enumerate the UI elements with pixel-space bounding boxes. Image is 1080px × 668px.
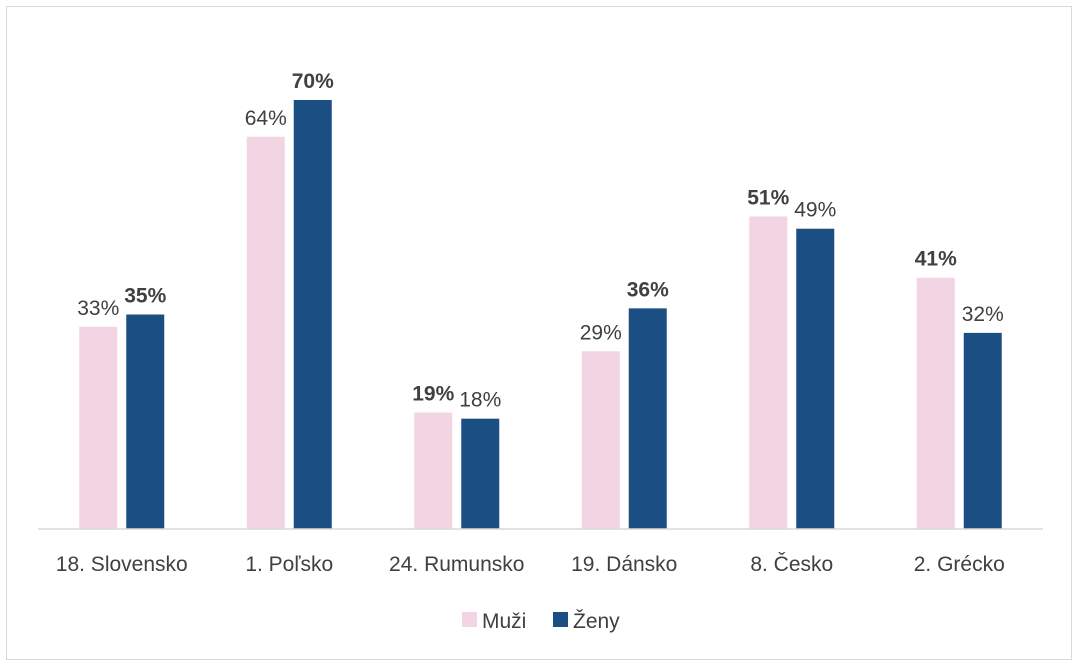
bar-zeny-0 (126, 314, 165, 529)
legend-label-muzi: Muži (482, 610, 526, 633)
data-label-zeny-3: 36% (627, 278, 669, 301)
category-label-3: 19. Dánsko (571, 553, 677, 576)
bars-group (79, 100, 1002, 529)
category-labels-group: 18. Slovensko 1. Poľsko 24. Rumunsko 19. Dá… (56, 553, 1005, 576)
data-label-muzi-3: 29% (580, 321, 622, 344)
category-label-2: 24. Rumunsko (389, 553, 524, 576)
data-label-zeny-5: 32% (962, 303, 1004, 326)
legend-label-zeny: Ženy (573, 610, 620, 633)
bar-muzi-4 (749, 216, 788, 529)
data-label-muzi-5: 41% (915, 248, 957, 271)
bar-muzi-2 (414, 412, 453, 529)
data-label-zeny-0: 35% (124, 285, 166, 308)
legend: Muži Ženy (462, 610, 620, 633)
data-label-muzi-1: 64% (245, 107, 287, 130)
legend-swatch-muzi (462, 612, 477, 627)
data-label-muzi-4: 51% (747, 186, 789, 209)
bar-zeny-4 (796, 228, 835, 529)
data-label-zeny-1: 70% (292, 70, 334, 93)
data-label-muzi-0: 33% (77, 297, 119, 320)
data-label-zeny-2: 18% (459, 389, 501, 412)
category-label-1: 1. Poľsko (245, 553, 333, 576)
bar-zeny-5 (963, 332, 1002, 529)
category-label-0: 18. Slovensko (56, 553, 188, 576)
category-label-5: 2. Grécko (914, 553, 1005, 576)
category-label-4: 8. Česko (750, 553, 833, 576)
data-label-zeny-4: 49% (794, 199, 836, 222)
bar-muzi-5 (916, 277, 955, 529)
bar-zeny-2 (461, 418, 500, 529)
legend-swatch-zeny (553, 612, 568, 627)
bar-muzi-3 (581, 351, 620, 529)
bar-muzi-1 (246, 136, 285, 529)
data-labels-group: 33%35% 64%70% 19% 18% 29%36% 51%49% 41% 32% (77, 70, 1004, 412)
chart-frame (6, 6, 1072, 660)
bar-muzi-0 (79, 326, 118, 529)
data-label-muzi-2: 19% (412, 383, 454, 406)
bar-zeny-3 (628, 308, 667, 529)
bar-zeny-1 (293, 100, 332, 529)
